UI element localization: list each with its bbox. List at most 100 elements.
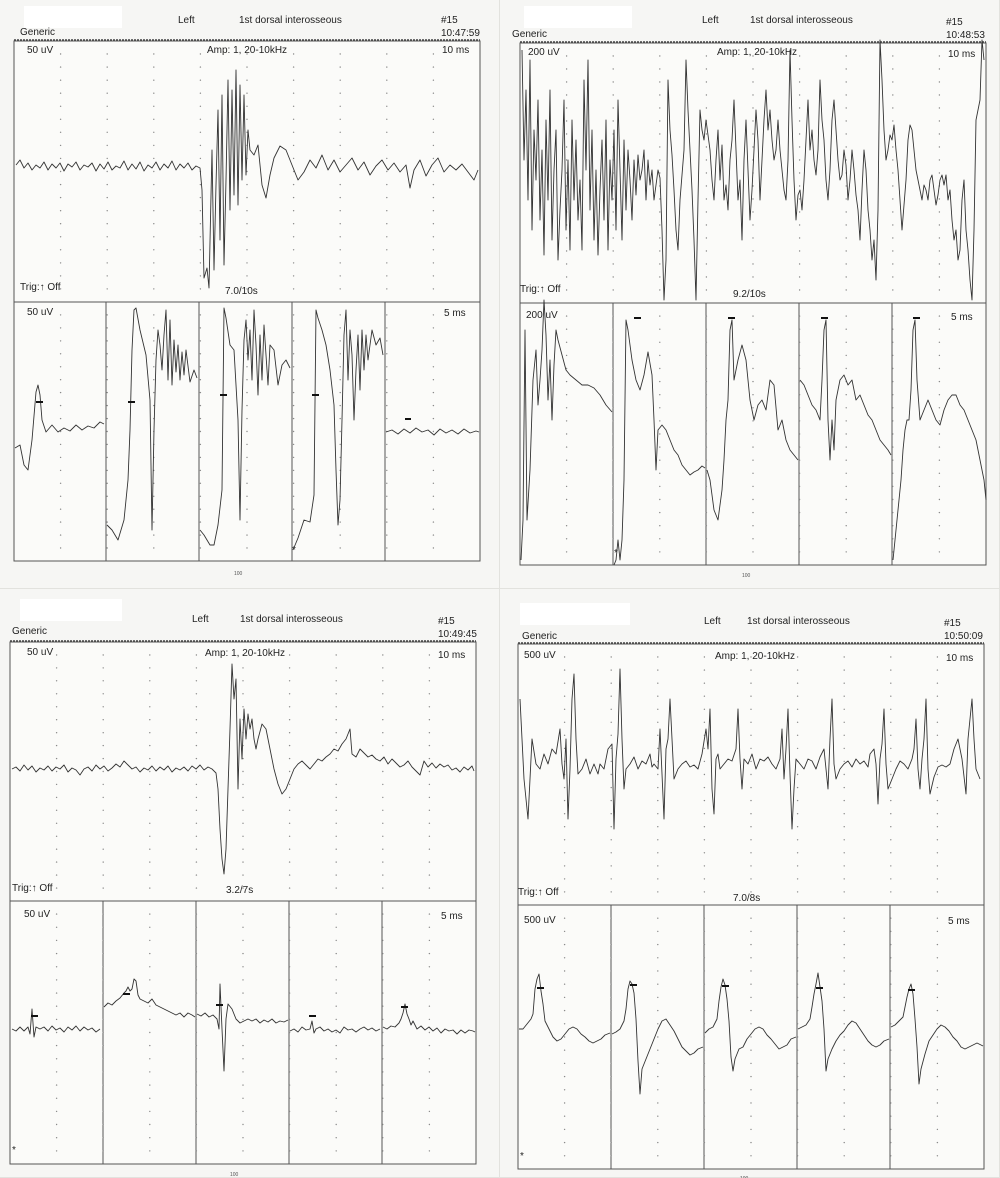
- device-label: Generic: [522, 631, 557, 642]
- grid-dot: [335, 654, 337, 656]
- grid-dot: [335, 757, 337, 760]
- grid-dot: [796, 865, 799, 867]
- grid-dot: [938, 538, 941, 540]
- grid-dot: [750, 970, 752, 972]
- grid-dot: [845, 107, 847, 109]
- grid-dot: [335, 1005, 337, 1007]
- bottom-sweep-label: 5 ms: [441, 911, 463, 922]
- grid-dot: [432, 547, 435, 549]
- grid-dot: [55, 770, 58, 773]
- grid-dot: [292, 482, 295, 484]
- grid-dot: [563, 721, 566, 723]
- grid-dot: [335, 913, 337, 915]
- grid-dot: [382, 939, 384, 942]
- grid-dot: [659, 263, 661, 265]
- grid-dot: [843, 1102, 845, 1104]
- side-label: Left: [192, 614, 209, 625]
- grid-dot: [843, 1009, 845, 1012]
- grid-dot: [102, 667, 104, 669]
- grid-dot: [843, 1128, 845, 1131]
- grid-dot: [610, 682, 612, 684]
- grid-dot: [292, 534, 295, 536]
- grid-dot: [845, 341, 847, 343]
- grid-dot: [59, 379, 62, 381]
- grid-dot: [339, 417, 341, 420]
- grid-dot: [195, 1071, 198, 1073]
- emg-cell-trace-3: [199, 307, 291, 546]
- grid-dot: [703, 1128, 706, 1131]
- grid-dot: [106, 236, 108, 238]
- grid-dot: [938, 237, 941, 239]
- grid-dot: [288, 822, 291, 824]
- grid-dot: [288, 796, 291, 799]
- grid-dot: [798, 446, 801, 448]
- grid-dot: [246, 521, 248, 523]
- grid-dot: [339, 53, 341, 55]
- grid-dot: [292, 404, 295, 407]
- grid-dot: [339, 534, 341, 536]
- grid-dot: [59, 430, 62, 433]
- grid-dot: [339, 262, 341, 264]
- grid-dot: [428, 848, 431, 850]
- grid-dot: [195, 1005, 198, 1007]
- grid-dot: [563, 1089, 566, 1091]
- grid-dot: [432, 430, 435, 433]
- grid-dot: [657, 773, 659, 776]
- emg-panel-2: Generic Left 1st dorsal interosseous #15…: [500, 0, 1000, 589]
- grid-dot: [890, 1089, 892, 1091]
- grid-dot: [153, 262, 155, 264]
- grid-dot: [339, 275, 341, 277]
- grid-dot: [752, 380, 754, 383]
- grid-dot: [292, 340, 295, 342]
- grid-dot: [106, 79, 108, 81]
- grid-dot: [335, 1137, 337, 1139]
- emg-panel-1: Generic Left 1st dorsal interosseous #15…: [0, 0, 500, 589]
- trace-frame: [13, 40, 481, 562]
- grid-dot: [246, 131, 248, 133]
- grid-dot: [246, 508, 248, 510]
- grid-dot: [705, 237, 708, 239]
- grid-dot: [59, 417, 62, 420]
- grid-dot: [149, 1005, 151, 1007]
- grid-dot: [750, 1155, 752, 1157]
- grid-dot: [242, 1005, 244, 1007]
- grid-dot: [153, 118, 155, 121]
- grid-dot: [153, 66, 155, 68]
- emg-cell-trace-4: [797, 972, 890, 1072]
- device-label: Generic: [12, 626, 47, 637]
- grid-dot: [890, 826, 892, 828]
- grid-dot: [55, 732, 58, 734]
- grid-dot: [936, 799, 939, 802]
- grid-dot: [796, 917, 799, 919]
- grid-dot: [890, 878, 892, 880]
- grid-dot: [938, 315, 941, 317]
- grid-dot: [610, 1141, 612, 1144]
- grid-dot: [657, 970, 659, 972]
- grid-dot: [936, 1115, 939, 1117]
- grid-dot: [59, 210, 62, 212]
- grid-dot: [55, 887, 58, 889]
- grid-dot: [246, 105, 248, 108]
- trace-frame: [517, 643, 985, 1170]
- grid-dot: [288, 1005, 291, 1007]
- grid-dot: [149, 861, 151, 863]
- grid-dot: [335, 952, 337, 955]
- grid-dot: [845, 407, 847, 409]
- grid-dot: [382, 719, 384, 721]
- grid-dot: [288, 757, 291, 760]
- grid-dot: [242, 992, 244, 994]
- grid-dot: [610, 734, 612, 736]
- grid-dot: [798, 407, 801, 409]
- grid-dot: [55, 1123, 58, 1126]
- grid-dot: [292, 275, 295, 277]
- grid-dot: [288, 770, 291, 773]
- grid-dot: [335, 874, 337, 876]
- grid-dot: [106, 196, 108, 199]
- grid-dot: [796, 1102, 799, 1104]
- grid-dot: [59, 366, 62, 368]
- grid-dot: [563, 656, 566, 658]
- grid-dot: [335, 1071, 337, 1073]
- grid-dot: [335, 1084, 337, 1086]
- grid-dot: [892, 498, 894, 501]
- grid-dot: [796, 682, 799, 684]
